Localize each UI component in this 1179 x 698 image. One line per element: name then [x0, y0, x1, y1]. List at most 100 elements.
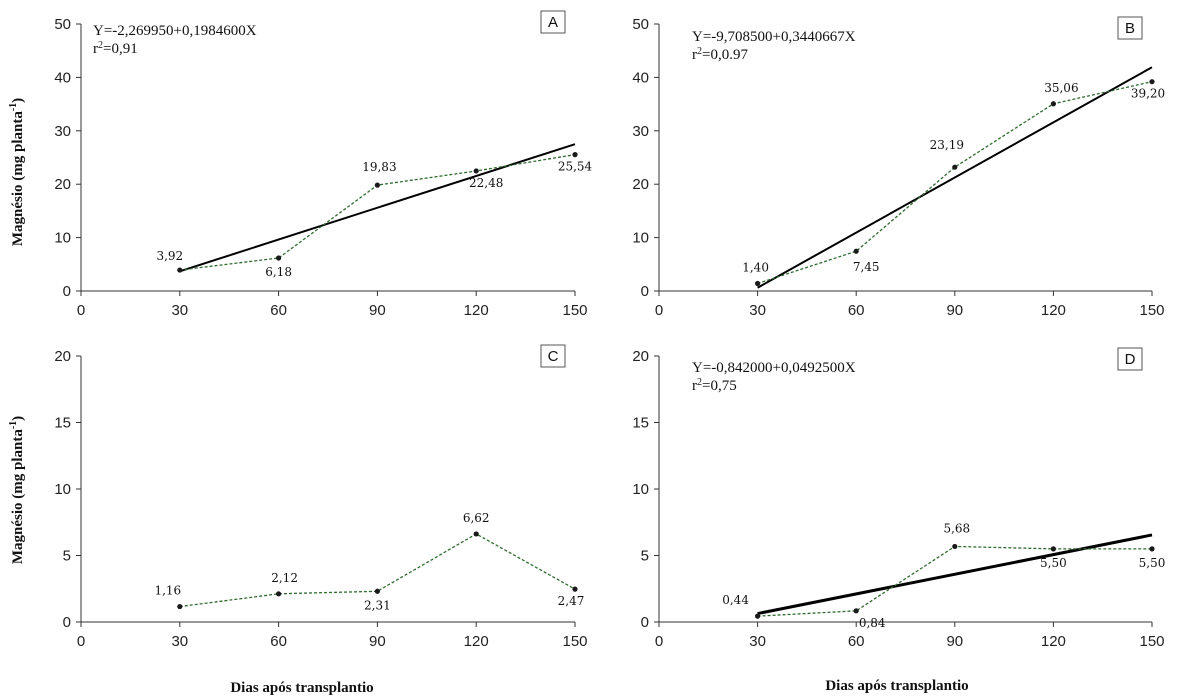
- data-point: [572, 152, 578, 158]
- y-axis-title-top: Magnésio (mg planta-1): [8, 98, 26, 246]
- x-tick-label: 150: [562, 302, 587, 319]
- data-label: 5,68: [943, 521, 970, 535]
- y-tick-label: 5: [63, 548, 71, 565]
- data-label: 6,18: [265, 265, 292, 279]
- x-tick-label: 60: [848, 633, 865, 650]
- data-label: 1,16: [154, 584, 181, 598]
- y-tick-label: 15: [54, 415, 71, 432]
- regression-equation: Y=-2,269950+0,1984600X: [93, 23, 257, 39]
- panel-d: 0 5 10 15 20 0 30 60 90 120 150 0,44 0,84 5,68 5,50 5,5…: [632, 347, 1165, 650]
- y-tick-label: 20: [632, 176, 649, 193]
- data-label: 0,84: [859, 616, 886, 630]
- y-tick-label: 50: [54, 16, 71, 33]
- data-point: [755, 280, 761, 287]
- x-tick-label: 30: [749, 633, 766, 650]
- data-point: [952, 164, 958, 170]
- x-tick-label: 90: [946, 633, 963, 650]
- x-tick-label: 0: [655, 302, 663, 319]
- data-point: [276, 591, 282, 597]
- data-label: 0,44: [722, 593, 749, 607]
- data-label: 5,50: [1040, 556, 1067, 570]
- x-axis-title-left: Dias após transplantio: [230, 680, 373, 696]
- data-point: [374, 182, 380, 188]
- r-squared: r2=0,91: [93, 40, 138, 57]
- y-tick-label: 0: [641, 614, 649, 631]
- data-series-line: [757, 81, 1153, 285]
- data-point: [1050, 546, 1056, 552]
- panel-label: D: [1125, 351, 1136, 368]
- y-tick-label: 50: [632, 16, 649, 33]
- data-point: [1050, 101, 1056, 107]
- y-tick-label: 20: [632, 348, 649, 365]
- data-label: 35,06: [1044, 81, 1078, 95]
- x-tick-label: 120: [464, 302, 489, 319]
- data-point: [177, 267, 183, 273]
- panel-b: 0 10 20 30 40 50 0 30 60 90 120 150 1,40 7,45 23,19 35,…: [632, 16, 1165, 319]
- y-tick-label: 40: [632, 69, 649, 86]
- data-point: [755, 613, 761, 619]
- y-tick-label: 10: [54, 230, 71, 247]
- data-point: [1149, 79, 1155, 85]
- panel-label-box: [540, 10, 566, 34]
- y-tick-label: 30: [632, 123, 649, 140]
- data-label: 39,20: [1131, 87, 1165, 101]
- data-label: 2,12: [271, 571, 298, 585]
- x-tick-label: 30: [749, 302, 766, 319]
- data-point: [276, 255, 282, 261]
- x-tick-label: 0: [77, 302, 85, 319]
- panel-label-box: [1117, 16, 1143, 40]
- x-tick-label: 60: [848, 302, 865, 319]
- x-tick-label: 120: [464, 633, 489, 650]
- x-tick-label: 0: [655, 633, 663, 650]
- data-point: [177, 603, 183, 610]
- x-tick-label: 30: [171, 302, 188, 319]
- panel-label: B: [1125, 20, 1135, 37]
- x-axis-title-right: Dias após transplantio: [825, 678, 968, 694]
- regression-line: [757, 533, 1153, 616]
- y-tick-label: 30: [54, 123, 71, 140]
- x-tick-label: 90: [369, 302, 386, 319]
- data-label: 3,92: [156, 249, 183, 263]
- data-point: [374, 588, 380, 594]
- y-tick-label: 5: [641, 548, 649, 565]
- y-tick-label: 20: [54, 176, 71, 193]
- data-point: [952, 543, 958, 550]
- x-tick-label: 60: [270, 633, 287, 650]
- r-squared: r2=0,75: [692, 377, 737, 394]
- x-tick-label: 150: [1139, 633, 1164, 650]
- data-point: [853, 608, 859, 614]
- data-label: 7,45: [853, 260, 880, 274]
- panel-c: 0 5 10 15 20 0 30 60 90 120 150 1,16 2,12 2,31 6,62 2,4…: [54, 344, 588, 650]
- panel-label: A: [548, 14, 558, 31]
- r-squared: r2=0,0.97: [692, 46, 748, 63]
- x-tick-label: 120: [1041, 302, 1066, 319]
- panel-label-box: [1117, 347, 1143, 371]
- x-tick-label: 30: [171, 633, 188, 650]
- data-label: 6,62: [463, 511, 490, 525]
- y-tick-label: 15: [632, 415, 649, 432]
- y-tick-label: 10: [632, 481, 649, 498]
- panel-label: C: [548, 348, 559, 365]
- x-tick-label: 90: [946, 302, 963, 319]
- y-tick-label: 10: [632, 230, 649, 247]
- data-label: 25,54: [558, 160, 593, 174]
- data-point: [853, 248, 859, 254]
- data-label: 1,40: [742, 261, 769, 275]
- panel-label-box: [540, 344, 566, 368]
- data-series-line: [757, 545, 1152, 617]
- data-label: 23,19: [930, 138, 964, 152]
- y-tick-label: 0: [641, 283, 649, 300]
- data-label: 2,31: [364, 598, 391, 612]
- x-tick-label: 150: [1139, 302, 1164, 319]
- y-tick-label: 20: [54, 348, 71, 365]
- regression-line: [757, 66, 1153, 289]
- data-point: [1149, 546, 1155, 552]
- y-axis-title-bottom: Magnésio (mg planta-1): [8, 416, 26, 564]
- x-tick-label: 120: [1041, 633, 1066, 650]
- x-tick-label: 60: [270, 302, 287, 319]
- y-tick-label: 10: [54, 481, 71, 498]
- x-tick-label: 90: [369, 633, 386, 650]
- x-tick-label: 0: [77, 633, 85, 650]
- regression-equation: Y=-0,842000+0,0492500X: [692, 360, 856, 376]
